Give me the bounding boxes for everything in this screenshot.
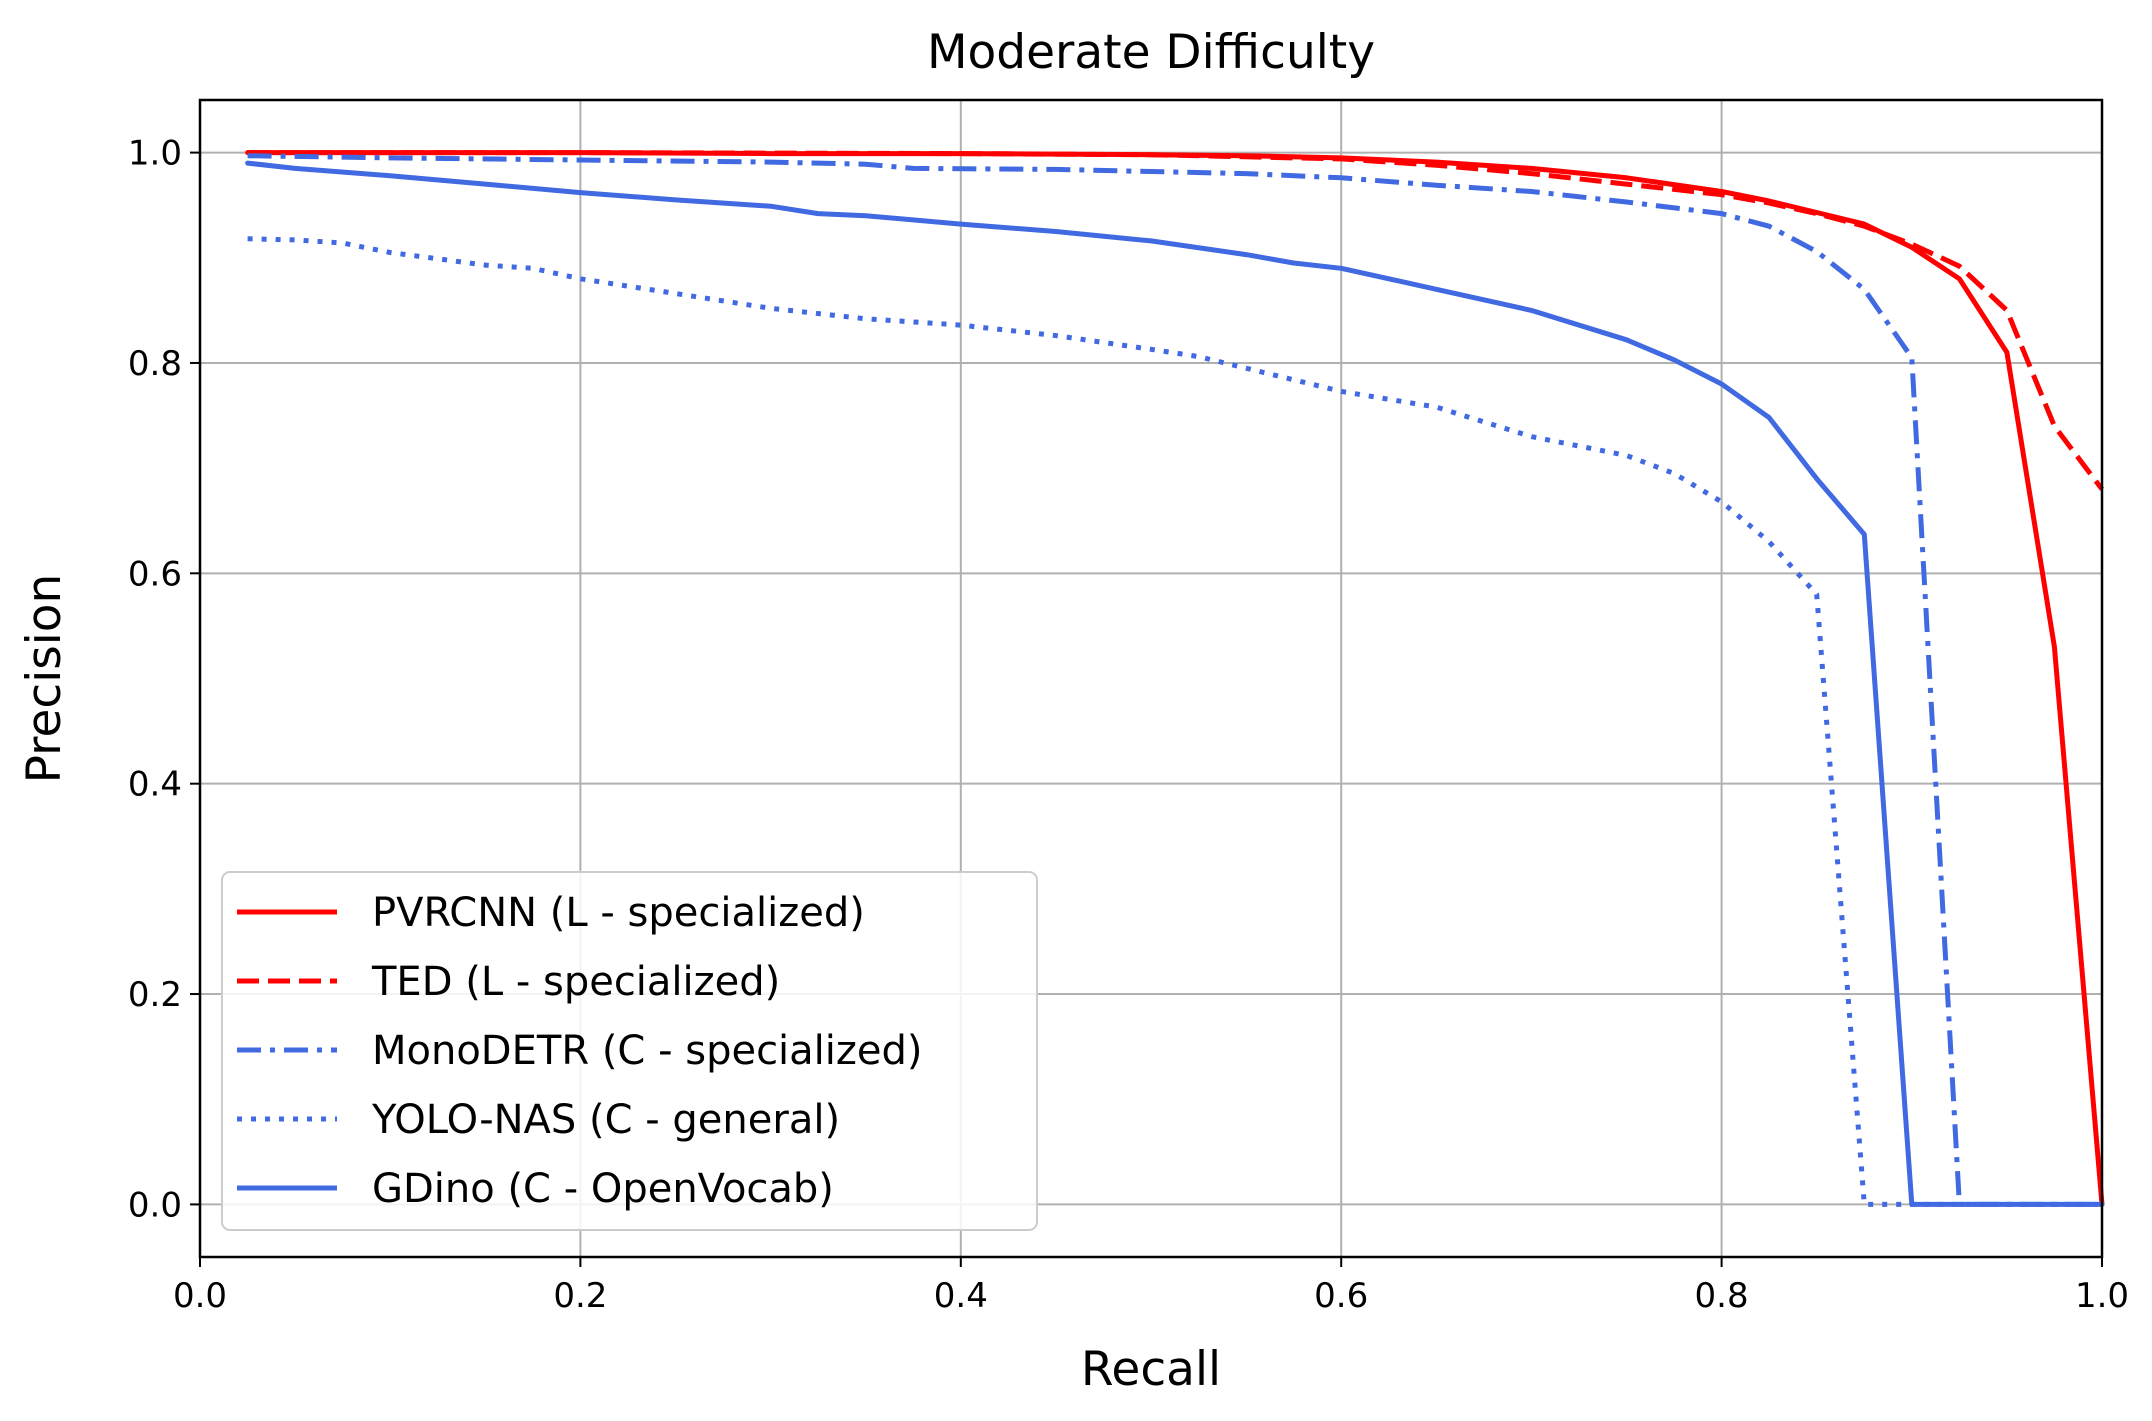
y-tick-label: 0.0 xyxy=(128,1185,182,1225)
ticks: 0.0 0.2 0.4 0.6 0.8 1.0 0.0 0.2 0.4 0.6 0.8 1.0 xyxy=(128,134,2129,1316)
y-tick-label: 0.8 xyxy=(128,344,182,384)
y-tick-label: 1.0 xyxy=(128,134,182,174)
x-tick-label: 0.0 xyxy=(173,1276,227,1316)
x-axis-label: Recall xyxy=(1081,1342,1221,1397)
series-line-1 xyxy=(245,150,2105,1207)
x-tick-label: 0.8 xyxy=(1695,1276,1749,1316)
legend-label-1: PVRCNN (L - specialized) xyxy=(372,890,865,936)
legend-label-4: YOLO-NAS (C - general) xyxy=(371,1097,840,1143)
y-tick-label: 0.2 xyxy=(128,975,182,1015)
legend: PVRCNN (L - specialized) TED (L - special… xyxy=(221,871,1038,1231)
x-tick-label: 0.4 xyxy=(934,1276,988,1316)
x-tick-label: 1.0 xyxy=(2075,1276,2129,1316)
x-tick-label: 0.6 xyxy=(1314,1276,1368,1316)
legend-label-3: MonoDETR (C - specialized) xyxy=(372,1028,923,1074)
axes-frame xyxy=(198,98,2104,1259)
series-line-5 xyxy=(245,160,2105,1207)
series-layer xyxy=(245,150,2105,1207)
y-axis-label: Precision xyxy=(17,574,72,784)
legend-box xyxy=(221,871,1038,1231)
legend-label-5: GDino (C - OpenVocab) xyxy=(372,1166,834,1212)
series-line-2 xyxy=(247,150,2104,491)
series-line-4 xyxy=(247,236,2102,1207)
series-line-3 xyxy=(247,153,2102,1207)
y-tick-label: 0.4 xyxy=(128,765,182,805)
y-tick-label: 0.6 xyxy=(128,554,182,594)
chart-title: Moderate Difficulty xyxy=(927,25,1375,80)
x-tick-label: 0.2 xyxy=(553,1276,607,1316)
legend-label-2: TED (L - specialized) xyxy=(371,959,780,1005)
